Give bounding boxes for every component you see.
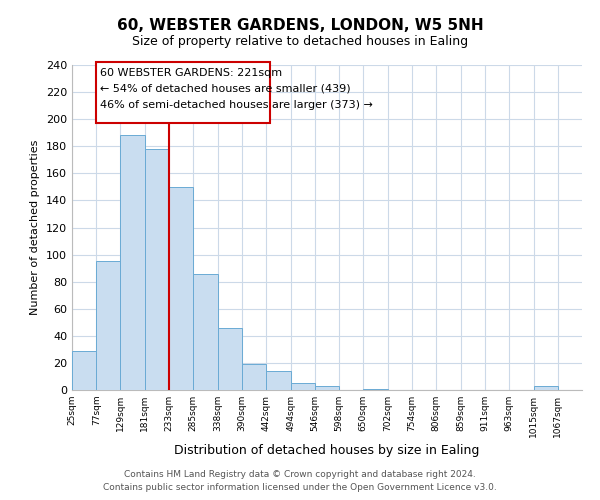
Bar	[72, 350, 96, 390]
Text: Contains HM Land Registry data © Crown copyright and database right 2024.: Contains HM Land Registry data © Crown c…	[124, 470, 476, 479]
Bar	[121, 136, 145, 390]
Y-axis label: Number of detached properties: Number of detached properties	[31, 140, 40, 315]
Text: ← 54% of detached houses are smaller (439): ← 54% of detached houses are smaller (43…	[100, 84, 350, 94]
Bar	[218, 328, 242, 390]
Bar	[242, 364, 266, 390]
Bar	[145, 149, 169, 390]
Bar	[266, 371, 290, 390]
Bar	[533, 386, 558, 390]
Bar	[364, 388, 388, 390]
Bar	[290, 383, 315, 390]
Text: 60 WEBSTER GARDENS: 221sqm: 60 WEBSTER GARDENS: 221sqm	[100, 68, 282, 78]
Bar	[315, 386, 339, 390]
X-axis label: Distribution of detached houses by size in Ealing: Distribution of detached houses by size …	[175, 444, 479, 457]
Text: Size of property relative to detached houses in Ealing: Size of property relative to detached ho…	[132, 35, 468, 48]
Text: Contains public sector information licensed under the Open Government Licence v3: Contains public sector information licen…	[103, 484, 497, 492]
Bar	[193, 274, 218, 390]
Bar	[96, 262, 121, 390]
Bar	[169, 187, 193, 390]
Text: 46% of semi-detached houses are larger (373) →: 46% of semi-detached houses are larger (…	[100, 100, 373, 110]
Text: 60, WEBSTER GARDENS, LONDON, W5 5NH: 60, WEBSTER GARDENS, LONDON, W5 5NH	[116, 18, 484, 32]
Bar	[96, 62, 270, 123]
